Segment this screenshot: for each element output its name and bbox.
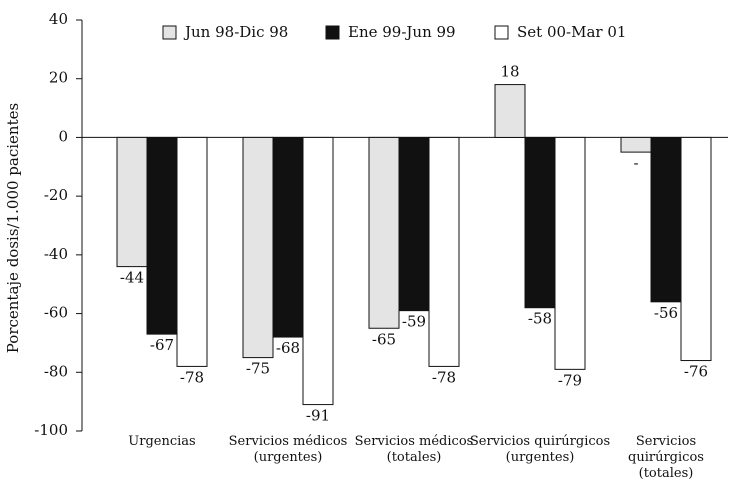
y-tick-label: 40 (49, 10, 68, 28)
value-label: -76 (684, 363, 708, 381)
bar (242, 136, 274, 359)
x-tick-label: Servicios médicos (urgentes) (229, 434, 348, 465)
bar (650, 136, 682, 303)
bar (620, 136, 652, 153)
bar (176, 136, 208, 367)
value-label: -79 (558, 371, 582, 389)
y-tick-label: -40 (44, 245, 68, 263)
x-tick-label: Servicios quirúrgicos (totales) (628, 434, 704, 481)
y-tick-label: -60 (44, 304, 68, 322)
y-tick-label: 0 (58, 127, 68, 145)
y-tick-label: -80 (44, 362, 68, 380)
bar (554, 136, 586, 370)
x-tick-label: Servicios quirúrgicos (urgentes) (470, 434, 610, 465)
x-tick-label: Urgencias (128, 434, 195, 449)
bar (398, 136, 430, 312)
y-axis-title: Porcentaje dosis/1.000 pacientes (4, 103, 22, 353)
value-label: -58 (528, 310, 552, 328)
legend-swatch (494, 25, 509, 40)
bar (428, 136, 460, 367)
bar (272, 136, 304, 338)
value-label: -56 (654, 304, 678, 322)
y-tick-label: 20 (49, 69, 68, 87)
bar (116, 136, 148, 268)
bar (368, 136, 400, 329)
value-label: 18 (500, 63, 519, 81)
value-label: -59 (402, 313, 426, 331)
legend-label: Set 00-Mar 01 (517, 23, 626, 41)
legend-label: Jun 98-Dic 98 (183, 23, 288, 41)
y-tick-label: -20 (44, 186, 68, 204)
value-label: -75 (246, 360, 270, 378)
x-tick-label: Servicios médicos (totales) (355, 434, 474, 465)
y-tick-label: -100 (34, 421, 68, 439)
bar (524, 136, 556, 309)
value-label: -78 (432, 368, 456, 386)
bar (494, 84, 526, 138)
bar (146, 136, 178, 335)
value-label: -68 (276, 339, 300, 357)
value-label: -67 (150, 336, 174, 354)
bar (680, 136, 712, 362)
value-label: -78 (180, 368, 204, 386)
value-label: -91 (306, 407, 330, 425)
legend-swatch (325, 25, 340, 40)
value-label: -65 (372, 330, 396, 348)
value-label: - (633, 154, 638, 172)
legend-swatch (162, 25, 177, 40)
bar (302, 136, 334, 406)
legend-label: Ene 99-Jun 99 (348, 23, 456, 41)
value-label: -44 (120, 269, 144, 287)
